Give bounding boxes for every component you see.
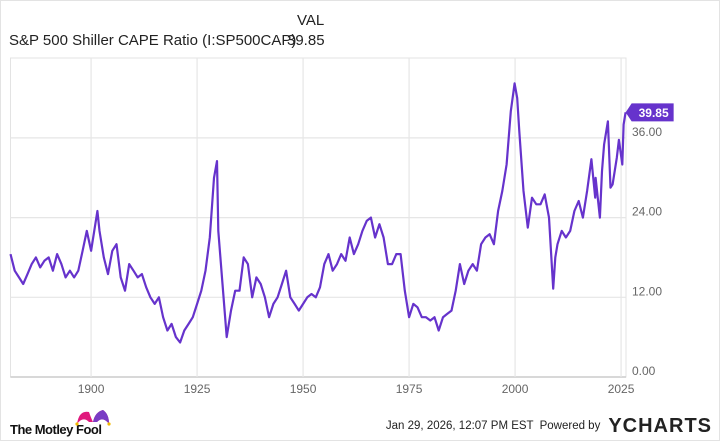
x-tick-label: 1900 bbox=[78, 382, 105, 396]
powered-by: Powered by bbox=[539, 420, 601, 432]
x-tick-label: 2025 bbox=[608, 382, 635, 396]
timestamp: Jan 29, 2026, 12:07 PM EST bbox=[385, 420, 534, 432]
last-value-label: 39.85 bbox=[639, 106, 669, 120]
series-name: S&P 500 Shiller CAPE Ratio (I:SP500CAP) bbox=[9, 32, 297, 49]
logo-text: The Motley Fool bbox=[10, 422, 102, 437]
cape-series-line bbox=[9, 82, 627, 344]
x-tick-label: 1925 bbox=[184, 382, 211, 396]
last-value-flag bbox=[625, 103, 674, 122]
ycharts-logo: YCHARTS bbox=[608, 414, 712, 437]
x-tick-label: 1950 bbox=[290, 382, 317, 396]
motley-fool-logo: The Motley Fool bbox=[10, 410, 111, 437]
y-tick-label: 0.00 bbox=[632, 364, 656, 378]
jester-hat-icon bbox=[75, 410, 111, 426]
footer-attribution: Jan 29, 2026, 12:07 PM EST Powered by YC… bbox=[386, 414, 712, 438]
x-tick-label: 2000 bbox=[502, 382, 529, 396]
y-tick-label: 12.00 bbox=[632, 284, 662, 298]
y-tick-label: 36.00 bbox=[632, 125, 662, 139]
series-value: 39.85 bbox=[287, 32, 325, 49]
x-tick-label: 1975 bbox=[396, 382, 423, 396]
y-tick-label: 24.00 bbox=[632, 205, 662, 219]
value-column-header: VAL bbox=[297, 12, 325, 29]
